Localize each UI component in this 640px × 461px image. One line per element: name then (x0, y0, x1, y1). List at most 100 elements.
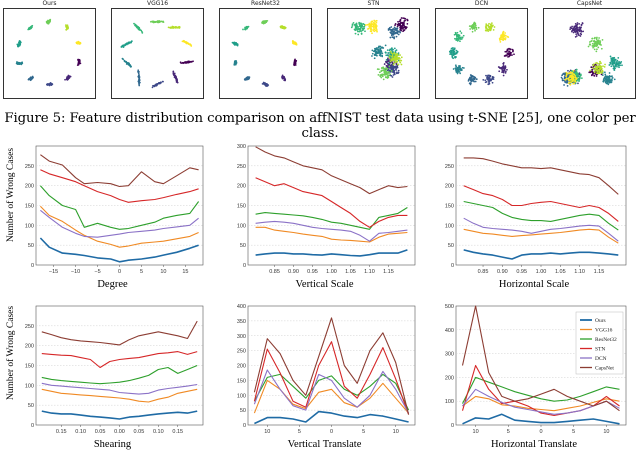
x-tick-label: −5 (94, 269, 100, 275)
tsne-point (364, 24, 367, 27)
y-axis-label-bottom: Number of Wrong Cases (6, 305, 16, 401)
y-tick-label: 50 (28, 403, 34, 409)
y-tick-label: 50 (28, 243, 34, 249)
tsne-point (379, 54, 382, 57)
tsne-point (280, 25, 282, 28)
tsne-point (611, 57, 613, 60)
tsne-point (192, 60, 194, 63)
tsne-point (459, 72, 462, 75)
tsne-point (504, 71, 507, 74)
tsne-point (455, 37, 458, 40)
tsne-point (457, 68, 459, 71)
tsne-point (360, 22, 362, 25)
tsne-point (49, 83, 52, 86)
tsne-point (456, 66, 459, 69)
tsne-point (504, 37, 507, 39)
tsne-point (78, 59, 81, 62)
tsne-point (399, 31, 401, 34)
tsne-point (569, 83, 572, 86)
tsne-point (470, 76, 473, 79)
tsne-point (575, 33, 578, 36)
tsne-point (573, 29, 576, 32)
tsne-point (501, 66, 504, 68)
tsne-plot (111, 8, 204, 99)
figure-caption: Figure 5: Feature distribution compariso… (4, 111, 636, 141)
tsne-point (599, 60, 601, 63)
series-line-stn (253, 341, 410, 415)
tsne-point (608, 75, 611, 77)
x-tick-label: 10 (603, 429, 609, 435)
series-line-ours (39, 237, 199, 263)
series-line-vgg16 (41, 388, 198, 403)
tsne-point (391, 53, 394, 55)
tsne-point (386, 67, 389, 70)
y-tick-label: 200 (237, 184, 246, 190)
tsne-point (162, 20, 164, 23)
tsne-point (469, 77, 471, 79)
tsne-point (473, 27, 476, 30)
tsne-point (498, 70, 501, 73)
series-line-resnet32 (41, 364, 198, 385)
y-tick-label: 100 (25, 383, 34, 389)
tsne-title: DCN (474, 0, 489, 7)
tsne-point (610, 78, 613, 81)
tsne-point (391, 30, 393, 32)
series-line-stn (463, 185, 619, 222)
tsne-point (396, 71, 398, 74)
tsne-point (185, 41, 188, 44)
tsne-point (574, 27, 577, 30)
y-tick-label: 350 (237, 319, 246, 325)
series-line-resnet32 (255, 207, 408, 230)
tsne-point (569, 74, 572, 77)
tsne-point (608, 72, 611, 74)
tsne-point (398, 60, 401, 62)
tsne-point (51, 83, 54, 85)
tsne-point (392, 65, 395, 68)
series-line-capsnet (461, 305, 620, 412)
tsne-point (454, 69, 457, 71)
tsne-point (482, 79, 485, 81)
tsne-point (31, 24, 34, 27)
tsne-point (577, 75, 580, 77)
tsne-point (396, 54, 399, 56)
tsne-point (462, 34, 465, 37)
chart-svg: 0 50 100 150 200 250 0.85 0.90 0.95 1.00 1.05 1.10 1… (445, 145, 627, 275)
tsne-point (380, 67, 383, 70)
tsne-point (393, 73, 396, 76)
tsne-point (593, 43, 596, 46)
tsne-point (175, 79, 178, 81)
tsne-point (375, 20, 378, 22)
tsne-point (580, 33, 583, 36)
tsne-point (67, 76, 70, 79)
tsne-point (492, 28, 495, 31)
tsne-point (469, 28, 472, 30)
tsne-point (488, 74, 491, 77)
tsne-point (453, 33, 456, 36)
line-chart-vertical-translate: 0 50 100 150 200 250 300 350 400 10 5 0 5 10 Vertical … (232, 300, 417, 455)
tsne-point (453, 50, 456, 53)
tsne-panel-ours: Ours (0, 0, 99, 101)
x-tick-label: 0 (539, 429, 542, 435)
tsne-point (593, 40, 595, 42)
x-axis-label: Vertical Scale (295, 279, 354, 290)
y-tick-label: 250 (237, 164, 246, 170)
tsne-point (404, 19, 406, 22)
tsne-point (386, 61, 388, 63)
tsne-point (486, 75, 489, 78)
tsne-point (595, 61, 598, 64)
tsne-point (575, 71, 578, 74)
tsne-point (402, 17, 405, 19)
tsne-point (387, 52, 389, 54)
tsne-point (567, 78, 570, 80)
tsne-point (378, 71, 381, 74)
tsne-point (603, 76, 606, 79)
tsne-point (139, 29, 141, 31)
tsne-point (455, 52, 458, 55)
tsne-point (138, 81, 140, 84)
tsne-point (370, 30, 373, 33)
tsne-point (505, 35, 507, 37)
y-tick-label: 200 (25, 344, 34, 350)
tsne-point (16, 62, 19, 64)
tsne-point (374, 49, 377, 51)
tsne-point (167, 26, 170, 29)
